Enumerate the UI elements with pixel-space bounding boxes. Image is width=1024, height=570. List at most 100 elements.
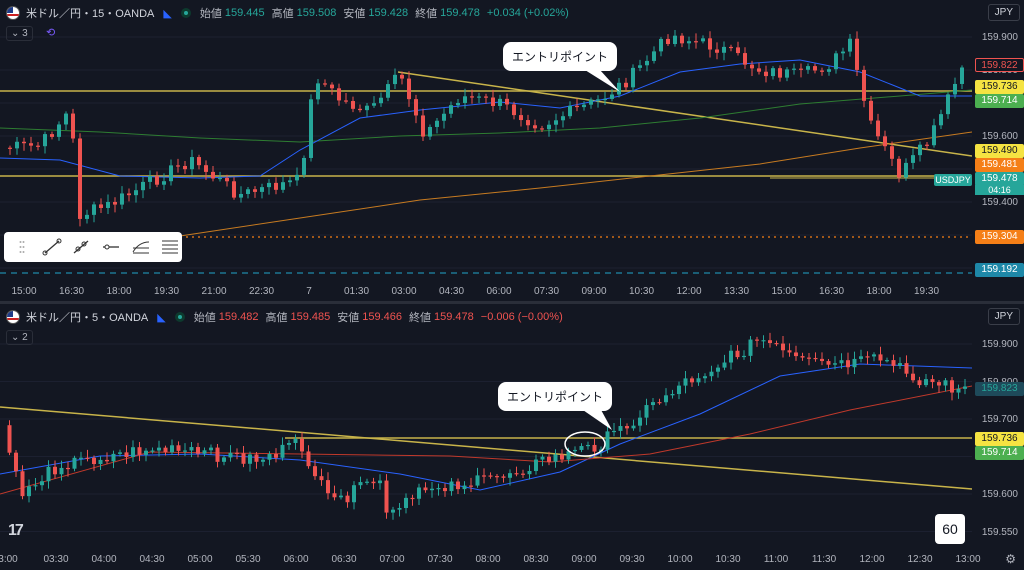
p2-candle [514,473,519,475]
time-tick-label: 12:00 [859,554,885,565]
p2-candle [157,447,161,451]
p2-candle [761,340,766,342]
chart-canvas-5m[interactable] [0,304,972,548]
p2-candle [612,430,616,433]
trend-line-icon[interactable] [40,237,64,257]
p2-candle [469,485,473,487]
p2-candle [436,488,441,490]
time-tick-label: 15:00 [771,286,797,297]
p1-candle [78,138,82,219]
time-tick-label: 18:00 [106,286,132,297]
p1-candle [127,193,131,196]
p2-candle [313,466,317,477]
p1-candle [316,83,320,100]
p1-candle [617,82,621,95]
symbol-name[interactable]: 米ドル／円・15・OANDA [26,8,155,20]
time-tick-label: 05:00 [187,554,213,565]
p1-candle [288,180,292,183]
pane-divider[interactable] [0,301,1024,304]
horizontal-ray-icon[interactable] [99,237,123,257]
time-tick-label: 07:00 [379,554,405,565]
time-tick-label: 06:00 [283,554,309,565]
p2-candle [306,451,311,467]
price-scale-15m[interactable]: JPY 159.900159.800159.700159.600159.5001… [972,0,1024,302]
time-axis-5m[interactable]: 3:00 03:30 04:00 04:30 05:00 05:30 06:00 06:30 0… [0,548,981,570]
p1-candle [344,100,348,102]
high-value: 159.508 [296,7,337,19]
p1-candle [862,69,866,101]
p2-candle [137,447,142,455]
timeframe-badge[interactable]: 60 [935,514,965,544]
p1-candle [64,113,68,125]
price-scale-5m[interactable]: JPY 159.900159.800159.700159.650159.6001… [972,304,1024,570]
drag-handle-icon[interactable] [10,237,34,257]
p2-candle [118,452,122,454]
p2-candle [495,476,499,478]
time-tick-label: 16:30 [58,286,85,297]
p1-candle [554,120,558,125]
time-axis-15m[interactable]: 15:00 16:30 18:00 19:30 21:00 22:30 7 01:30 03:0… [0,280,972,302]
bookmark-icon[interactable]: ◣ [163,7,172,20]
indicator-count: 2 [22,332,28,343]
p2-candle [85,457,90,459]
time-tick-label: 21:00 [201,286,227,297]
price-tick-label: 159.550 [981,526,1018,538]
p2-candle [579,446,584,450]
p2-candle [404,497,408,509]
p1-candle [813,66,817,71]
p2-candle [722,362,727,368]
chart-pane-15m[interactable]: 米ドル／円・15・OANDA ◣ 始値 159.445 高値 159.508 安値 1… [0,0,1024,302]
chart-pane-5m[interactable]: 米ドル／円・5・OANDA ◣ 始値 159.482 高値 159.485 安値 15… [0,304,1024,570]
time-tick-label: 04:30 [438,286,465,297]
symbol-name[interactable]: 米ドル／円・5・OANDA [26,312,149,324]
p1-candle [428,126,432,137]
replay-icon[interactable]: ⟲ [46,27,56,39]
p2-candle [911,373,915,381]
gear-icon[interactable]: ⚙ [1005,552,1016,566]
p2-candle [293,438,298,443]
p2-candle [111,453,116,462]
ma-blue-line [0,59,972,179]
p1-candle [624,82,628,88]
p2-candle [573,449,577,452]
p1-candle [484,96,488,98]
ray-line-icon[interactable] [69,237,93,257]
tradingview-logo[interactable]: 17 [8,522,24,539]
currency-button[interactable]: JPY [987,308,1020,325]
p1-candle [757,68,761,72]
p2-candle [644,405,649,418]
time-tick-label: 11:00 [763,554,789,565]
p1-candle [386,84,390,98]
p2-candle [586,444,590,447]
p1-candle [533,125,537,129]
p1-candle [610,94,614,99]
p2-candle [943,380,948,386]
close-label: 終値 [415,8,438,20]
p1-candle [519,115,523,121]
bookmark-icon[interactable]: ◣ [157,311,166,324]
p2-candle [14,452,18,472]
p2-candle [917,380,922,386]
p2-candle [735,350,740,358]
p1-candle [855,38,859,70]
p2-candle [144,450,148,455]
p1-candle [477,96,481,98]
p2-candle [40,481,44,486]
p1-candle [71,113,75,139]
chart-canvas-15m[interactable] [0,0,972,280]
currency-button[interactable]: JPY [987,4,1020,21]
p1-candle [792,68,796,70]
fib-channel-icon[interactable] [129,237,153,257]
p2-candle [755,339,759,341]
indicators-toggle[interactable]: ⌄ 2 [6,330,33,345]
ma-green-line [0,89,972,143]
p1-candle [239,193,243,198]
fib-retracement-icon[interactable] [158,237,182,257]
indicators-toggle[interactable]: ⌄ 3 [6,26,33,41]
time-tick-label: 16:30 [818,286,845,297]
p2-candle [709,371,714,377]
p2-candle [963,386,967,389]
p1-candle [99,204,103,208]
p1-candle [876,120,880,137]
time-tick-label: 07:30 [533,286,560,297]
